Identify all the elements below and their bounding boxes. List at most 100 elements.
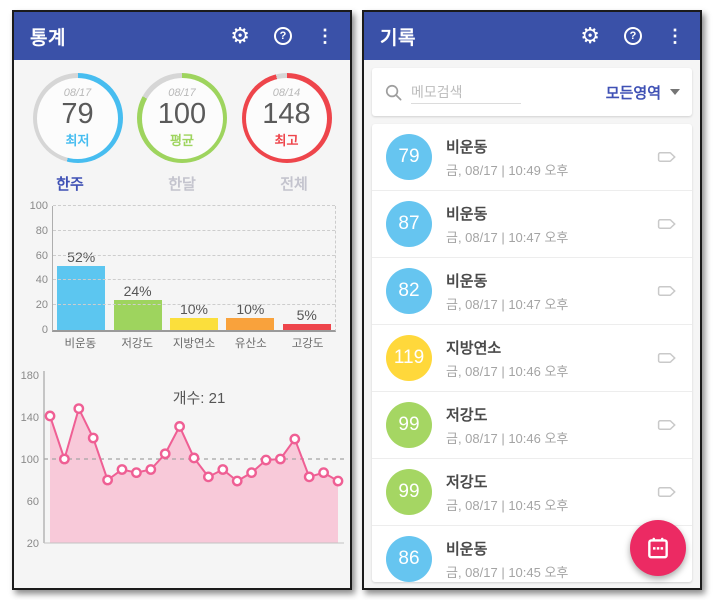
summary-circle: 08/17 100 평균	[137, 73, 227, 163]
record-list-item[interactable]: 87 비운동 금, 08/17 | 10:47 오후	[372, 191, 692, 258]
svg-text:60: 60	[27, 496, 39, 508]
bar-column: 5%	[282, 206, 331, 330]
overflow-menu-icon[interactable]: ⋮	[666, 26, 684, 46]
period-tab-0[interactable]: 한주	[56, 176, 84, 193]
bar-ytick-label: 80	[35, 224, 48, 237]
gridline-40	[53, 279, 335, 281]
settings-gear-icon[interactable]: ⚙	[580, 23, 600, 48]
gridline-20	[53, 304, 335, 306]
record-value-badge: 82	[386, 268, 432, 314]
circle-value: 148	[262, 97, 311, 130]
search-bar: 모든영역	[372, 68, 692, 116]
app-bar: 기록 ⚙ ? ⋮	[364, 12, 700, 60]
overflow-menu-icon[interactable]: ⋮	[316, 26, 334, 46]
intensity-bar-chart: 52% 24% 10% 10% 5% 0 20 40 60 80 100 비운동 저강도 지방…	[26, 200, 336, 351]
record-list-item[interactable]: 99 저강도 금, 08/17 | 10:46 오후	[372, 392, 692, 459]
memo-label-icon[interactable]	[657, 415, 678, 435]
bar-category-label: 고강도	[291, 338, 324, 350]
settings-gear-icon[interactable]: ⚙	[230, 23, 250, 48]
record-datetime: 금, 08/17 | 10:46 오후	[446, 363, 569, 379]
record-value-badge: 86	[386, 536, 432, 582]
app-bar-actions: ⚙ ? ⋮	[580, 25, 684, 47]
record-title: 저강도	[446, 473, 488, 491]
record-list-item[interactable]: 99 저강도 금, 08/17 | 10:45 오후	[372, 459, 692, 526]
bar	[170, 317, 218, 330]
circle-label: 평균	[170, 133, 194, 149]
record-list-item[interactable]: 86 비운동 금, 08/17 | 10:45 오후	[372, 526, 692, 582]
record-title: 저강도	[446, 406, 488, 424]
record-datetime: 금, 08/17 | 10:47 오후	[446, 229, 569, 245]
gridline-80	[53, 229, 335, 231]
bar-ytick-label: 60	[35, 249, 48, 262]
svg-text:20: 20	[27, 538, 39, 550]
record-list-item[interactable]: 82 비운동 금, 08/17 | 10:47 오후	[372, 258, 692, 325]
record-value-badge: 99	[386, 469, 432, 515]
record-title: 비운동	[446, 540, 488, 558]
records-screen: 기록 ⚙ ? ⋮ 모든영역 79 비운동 금, 08/17 | 10:49 오후	[362, 10, 702, 590]
calendar-fab-button[interactable]	[630, 520, 686, 576]
summary-circle: 08/17 79 최저	[32, 73, 123, 163]
bar	[282, 323, 331, 330]
bar-category-label: 저강도	[121, 338, 154, 350]
record-list-item[interactable]: 79 비운동 금, 08/17 | 10:49 오후	[372, 124, 692, 191]
circle-date: 08/17	[63, 86, 92, 99]
record-value-badge: 87	[386, 201, 432, 247]
filter-label: 모든영역	[605, 84, 661, 102]
record-datetime: 금, 08/17 | 10:49 오후	[446, 162, 569, 178]
record-title: 비운동	[446, 205, 488, 223]
bar-category-label: 비운동	[64, 338, 97, 350]
record-title: 비운동	[446, 272, 488, 290]
bar-column: 52%	[57, 206, 106, 330]
help-icon[interactable]: ?	[274, 27, 292, 45]
record-value-badge: 79	[386, 134, 432, 180]
memo-label-icon[interactable]	[657, 482, 678, 502]
circle-value: 79	[61, 97, 94, 130]
record-list-item[interactable]: 119 지방연소 금, 08/17 | 10:46 오후	[372, 325, 692, 392]
search-icon	[385, 84, 402, 100]
memo-label-icon[interactable]	[657, 214, 678, 234]
bar-value-label: 52%	[67, 248, 96, 265]
chevron-down-icon	[670, 89, 680, 95]
record-datetime: 금, 08/17 | 10:47 오후	[446, 296, 569, 312]
count-annotation: 개수: 21	[173, 390, 226, 407]
record-value-badge: 99	[386, 402, 432, 448]
svg-text:180: 180	[21, 370, 39, 382]
record-datetime: 금, 08/17 | 10:45 오후	[446, 564, 569, 580]
record-title: 비운동	[446, 138, 488, 156]
record-datetime: 금, 08/17 | 10:46 오후	[446, 430, 569, 446]
area-filter-dropdown[interactable]: 모든영역	[606, 82, 680, 103]
page-title: 통계	[30, 27, 66, 49]
bar	[113, 300, 162, 330]
bar-ytick-label: 0	[41, 324, 48, 336]
bar-column: 10%	[226, 206, 275, 330]
period-tabs: 한주 한달 전체	[14, 165, 350, 204]
bar-category-label: 지방연소	[172, 338, 216, 350]
memo-search-input[interactable]	[411, 80, 521, 104]
record-datetime: 금, 08/17 | 10:45 오후	[446, 497, 569, 513]
memo-label-icon[interactable]	[657, 147, 678, 167]
bar-ytick-label: 100	[29, 200, 48, 212]
bar-category-label: 유산소	[234, 338, 267, 350]
help-icon[interactable]: ?	[624, 27, 642, 45]
circle-date: 08/14	[272, 86, 301, 99]
bar-column: 10%	[170, 206, 218, 330]
bar-chart-x-labels: 비운동 저강도 지방연소 유산소 고강도	[52, 332, 336, 351]
bar-column: 24%	[113, 206, 162, 330]
bar	[57, 265, 106, 330]
svg-text:100: 100	[21, 454, 39, 466]
record-value-badge: 119	[386, 335, 432, 381]
bar-chart-plot-area: 52% 24% 10% 10% 5% 0 20 40 60 80 100	[30, 200, 336, 336]
memo-label-icon[interactable]	[657, 281, 678, 301]
gridline-100	[53, 205, 335, 206]
bar-value-label: 10%	[179, 300, 208, 317]
bar-value-label: 5%	[296, 306, 317, 323]
app-bar-actions: ⚙ ? ⋮	[230, 25, 334, 47]
bar	[226, 317, 275, 330]
summary-circle: 08/14 148 최고	[241, 73, 332, 163]
period-tab-1[interactable]: 한달	[168, 176, 196, 193]
line-chart-svg: 20 60 100 140 180 개수: 21	[21, 370, 344, 550]
period-tab-2[interactable]: 전체	[280, 176, 308, 193]
memo-label-icon[interactable]	[657, 348, 678, 368]
circle-label: 최저	[65, 133, 90, 149]
